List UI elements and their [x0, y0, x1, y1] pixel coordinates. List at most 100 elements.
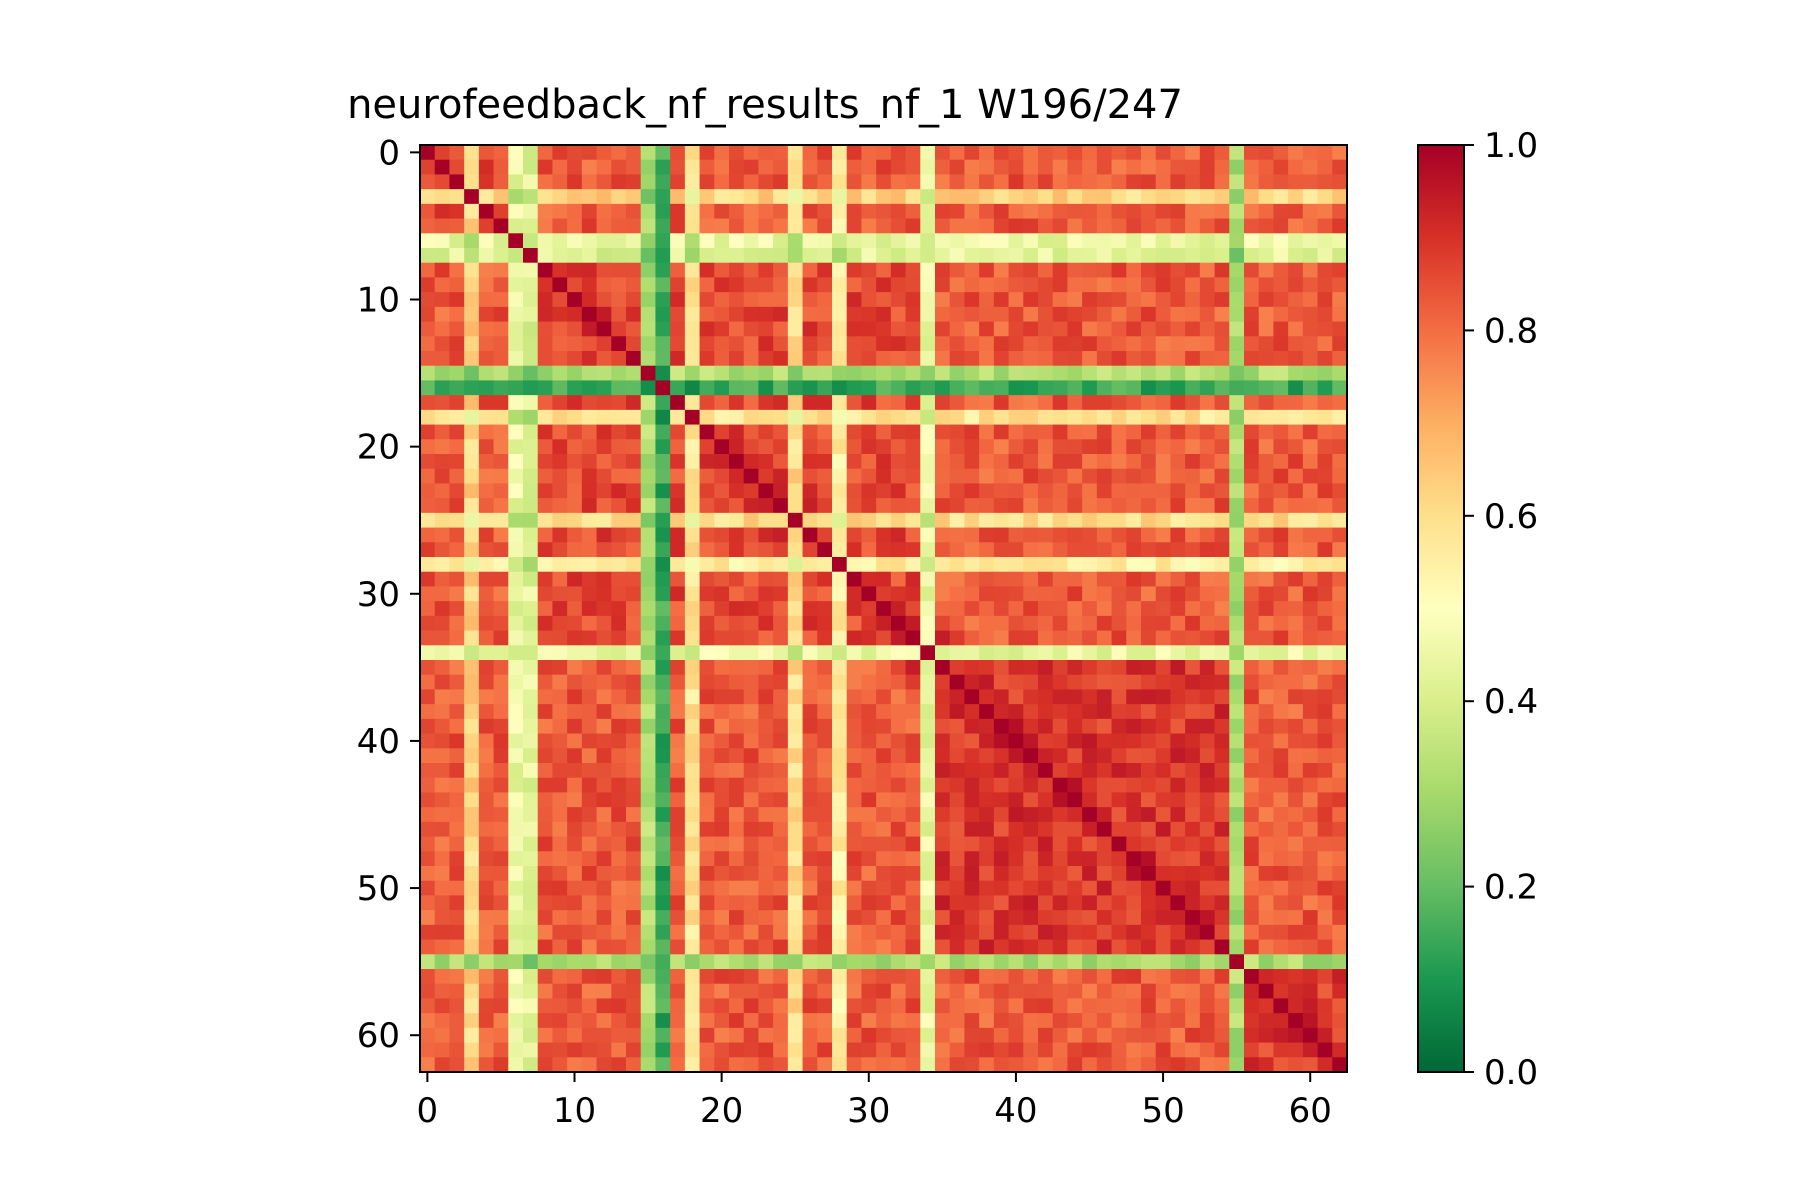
heatmap-cell	[787, 836, 804, 852]
heatmap-cell	[1111, 718, 1127, 735]
heatmap-cell	[1155, 468, 1172, 485]
heatmap-cell	[1141, 660, 1157, 676]
heatmap-cell	[1155, 277, 1172, 293]
heatmap-cell	[876, 203, 892, 220]
heatmap-cell	[846, 203, 863, 220]
heatmap-cell	[1170, 351, 1186, 367]
heatmap-cell	[993, 468, 1010, 485]
heatmap-cell	[1288, 880, 1304, 897]
heatmap-cell	[1141, 983, 1157, 1000]
heatmap-cell	[523, 689, 539, 705]
heatmap-cell	[714, 512, 730, 529]
heatmap-cell	[1096, 351, 1113, 367]
heatmap-cell	[993, 601, 1010, 617]
heatmap-cell	[640, 409, 657, 426]
heatmap-cell	[729, 969, 745, 985]
heatmap-cell	[1199, 365, 1216, 382]
heatmap-cell	[1023, 954, 1039, 970]
heatmap-cell	[684, 821, 701, 838]
heatmap-cell	[905, 866, 921, 882]
heatmap-cell	[1244, 557, 1260, 573]
heatmap-cell	[935, 203, 951, 220]
heatmap-cell	[743, 836, 760, 852]
heatmap-cell	[861, 174, 877, 190]
heatmap-cell	[523, 630, 539, 646]
heatmap-cell	[817, 615, 833, 632]
heatmap-cell	[1273, 1027, 1289, 1044]
heatmap-cell	[611, 969, 627, 985]
heatmap-cell	[920, 969, 936, 985]
heatmap-cell	[1067, 351, 1083, 367]
heatmap-cell	[1317, 483, 1333, 499]
heatmap-cell	[1155, 159, 1172, 176]
heatmap-cell	[993, 777, 1010, 794]
heatmap-cell	[493, 954, 509, 970]
heatmap-cell	[1332, 895, 1348, 911]
heatmap-cell	[523, 174, 539, 190]
heatmap-cell	[420, 321, 436, 337]
heatmap-cell	[552, 1013, 568, 1029]
heatmap-cell	[464, 145, 480, 161]
heatmap-cell	[920, 351, 936, 367]
heatmap-cell	[846, 586, 863, 602]
heatmap-cell	[905, 248, 921, 264]
heatmap-cell	[964, 189, 980, 205]
heatmap-cell	[523, 586, 539, 602]
heatmap-cell	[1199, 954, 1216, 970]
heatmap-cell	[832, 821, 848, 838]
heatmap-cell	[537, 557, 554, 573]
heatmap-cell	[949, 233, 966, 249]
heatmap-cell	[787, 998, 804, 1014]
heatmap-cell	[684, 615, 701, 632]
heatmap-cell	[993, 424, 1010, 440]
heatmap-cell	[1096, 542, 1113, 558]
heatmap-cell	[670, 262, 686, 279]
heatmap-cell	[743, 718, 760, 735]
heatmap-cell	[508, 792, 524, 808]
heatmap-cell	[611, 454, 627, 470]
heatmap-cell	[611, 851, 627, 867]
heatmap-cell	[1244, 292, 1260, 308]
heatmap-cell	[802, 821, 818, 838]
heatmap-cell	[876, 763, 892, 779]
heatmap-cell	[1008, 910, 1024, 926]
heatmap-cell	[1038, 336, 1054, 352]
heatmap-cell	[493, 704, 509, 720]
heatmap-cell	[537, 601, 554, 617]
heatmap-cell	[802, 174, 818, 190]
heatmap-cell	[1229, 1057, 1245, 1073]
heatmap-cell	[905, 159, 921, 176]
heatmap-cell	[861, 601, 877, 617]
heatmap-cell	[537, 851, 554, 867]
heatmap-cell	[1008, 718, 1024, 735]
heatmap-cell	[626, 306, 642, 323]
heatmap-cell	[537, 292, 554, 308]
heatmap-cell	[743, 689, 760, 705]
heatmap-cell	[1317, 145, 1333, 161]
heatmap-cell	[1082, 277, 1098, 293]
heatmap-cell	[420, 630, 436, 646]
heatmap-cell	[1096, 748, 1113, 764]
heatmap-cell	[537, 351, 554, 367]
heatmap-cell	[670, 895, 686, 911]
heatmap-cell	[1052, 807, 1069, 823]
heatmap-cell	[640, 586, 657, 602]
heatmap-cell	[714, 660, 730, 676]
heatmap-cell	[699, 674, 715, 691]
heatmap-cell	[1332, 674, 1348, 691]
heatmap-cell	[979, 203, 995, 220]
heatmap-cell	[1332, 821, 1348, 838]
heatmap-cell	[1170, 718, 1186, 735]
heatmap-cell	[1302, 866, 1319, 882]
heatmap-cell	[949, 969, 966, 985]
heatmap-cell	[1067, 969, 1083, 985]
heatmap-cell	[1302, 277, 1319, 293]
heatmap-cell	[1141, 880, 1157, 897]
heatmap-cell	[846, 395, 863, 411]
heatmap-cell	[935, 512, 951, 529]
heatmap-cell	[581, 777, 598, 794]
heatmap-cell	[1155, 571, 1172, 588]
heatmap-cell	[979, 792, 995, 808]
heatmap-cell	[876, 733, 892, 749]
heatmap-cell	[1199, 807, 1216, 823]
